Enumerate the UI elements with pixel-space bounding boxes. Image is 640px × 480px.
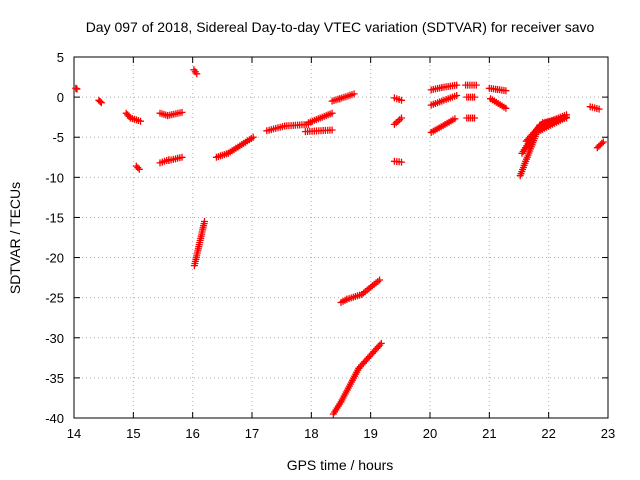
y-tick-label: -10 (45, 170, 64, 185)
y-tick-label: -15 (45, 210, 64, 225)
data-point-series (390, 114, 405, 128)
data-point-series (190, 218, 208, 270)
data-point-series (462, 81, 480, 89)
y-axis-label: SDTVAR / TECUs (7, 182, 23, 294)
data-point-series (463, 93, 478, 101)
x-tick-label: 14 (67, 426, 81, 441)
data-point-series (358, 276, 384, 298)
data-point-series (126, 114, 144, 125)
chart-title: Day 097 of 2018, Sidereal Day-to-day VTE… (86, 19, 595, 35)
data-point-series (281, 120, 312, 130)
y-tick-label: -40 (45, 411, 64, 426)
y-tick-label: 0 (57, 90, 64, 105)
data-point-series (132, 162, 143, 173)
data-point-series (301, 126, 336, 136)
x-tick-label: 16 (185, 426, 199, 441)
plot-frame (73, 56, 609, 419)
data-point-series (427, 92, 461, 109)
data-point-series (438, 81, 461, 91)
data-point-series (337, 364, 363, 406)
data-point-series (304, 109, 336, 127)
y-tick-label: -5 (52, 130, 64, 145)
data-point-series (487, 95, 510, 112)
data-points (72, 66, 607, 418)
data-point-series (164, 108, 186, 120)
data-point-series (355, 339, 385, 372)
data-point-series (463, 114, 478, 122)
data-point-series (390, 157, 405, 166)
axis-ticks: 14 15 16 17 18 19 20 21 22 23 5 0 -5 -10 -15 -20 -25 -30 -… (45, 50, 615, 441)
x-tick-label: 15 (126, 426, 140, 441)
y-tick-label: -30 (45, 331, 64, 346)
data-point-series (95, 96, 105, 107)
data-point-series (522, 119, 547, 145)
data-point-series (586, 103, 603, 113)
data-point-series (72, 84, 81, 93)
data-point-series (336, 90, 358, 103)
y-tick-label: -25 (45, 291, 64, 306)
data-point-series (427, 115, 459, 136)
data-point-series (165, 153, 186, 164)
x-tick-label: 18 (304, 426, 318, 441)
y-tick-label: -35 (45, 371, 64, 386)
data-point-series (190, 66, 201, 78)
data-point-series (539, 114, 570, 127)
data-point-series (593, 138, 607, 152)
y-tick-label: 5 (57, 50, 64, 65)
x-tick-label: 19 (363, 426, 377, 441)
data-point-series (224, 133, 257, 157)
y-tick-label: -20 (45, 251, 64, 266)
x-tick-label: 23 (601, 426, 615, 441)
data-point-series (390, 94, 405, 104)
grid-lines (74, 57, 608, 418)
x-tick-label: 22 (541, 426, 555, 441)
x-axis-label: GPS time / hours (287, 457, 394, 473)
x-tick-label: 20 (423, 426, 437, 441)
x-tick-label: 21 (482, 426, 496, 441)
data-point-series (485, 84, 510, 95)
x-tick-label: 17 (245, 426, 259, 441)
